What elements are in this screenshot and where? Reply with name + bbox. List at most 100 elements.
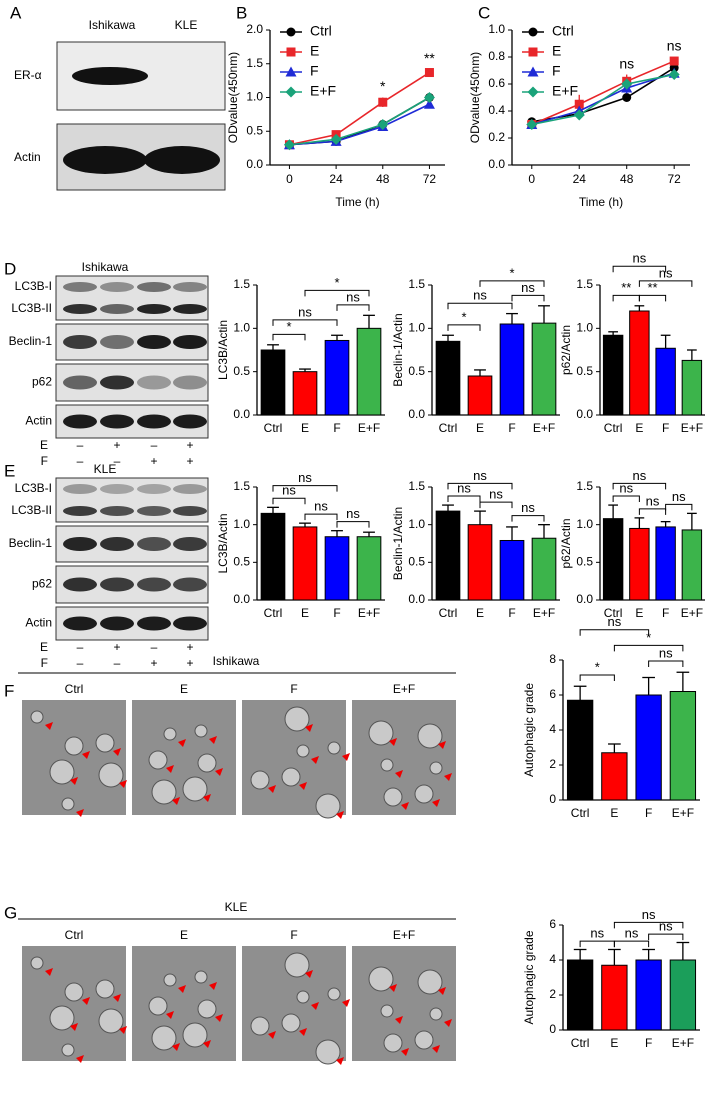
row-label: p62: [32, 375, 52, 389]
bar: [566, 959, 594, 1031]
blot-band: [63, 335, 97, 349]
arrow: [395, 1016, 403, 1024]
column-label: Ctrl: [65, 928, 84, 942]
vacuole: [61, 797, 75, 811]
y-tick-label: 0.0: [408, 592, 425, 606]
panel-letter: C: [478, 3, 490, 22]
blot-band: [100, 537, 134, 551]
treatment-sign: +: [113, 640, 120, 654]
marker: [622, 93, 632, 102]
marker: [423, 98, 435, 109]
y-tick-label: 0.8: [488, 49, 505, 63]
bar: [635, 959, 662, 1031]
row-label: Beclin-1: [9, 334, 53, 348]
significance-bracket: [272, 485, 338, 492]
significance-bracket: [612, 482, 667, 490]
x-tick-label: F: [662, 421, 669, 435]
significance-label: ns: [473, 288, 487, 303]
marker: [378, 97, 388, 107]
arrow: [438, 741, 446, 749]
treatment-sign: –: [151, 438, 158, 452]
arrow: [178, 985, 186, 993]
blot-band: [173, 414, 207, 429]
blot-band: [63, 304, 97, 314]
vacuole: [95, 979, 115, 999]
row-label: Beclin-1: [9, 536, 53, 550]
blot-band: [137, 375, 171, 390]
bar: [602, 334, 624, 416]
blot-band: [173, 375, 207, 390]
y-axis-label: ODvalue(450nm): [468, 52, 482, 143]
y-axis-label: ODvalue(450nm): [226, 52, 240, 143]
significance-bracket: [272, 319, 338, 326]
significance-label: ns: [298, 470, 312, 485]
row-label: LC3B-I: [15, 481, 52, 495]
blot-band: [137, 282, 171, 292]
x-tick-label: F: [333, 606, 340, 620]
bar: [602, 518, 624, 601]
bar: [531, 537, 557, 601]
significance-label: *: [646, 630, 651, 645]
x-tick-label: 48: [620, 172, 634, 186]
x-tick-label: Ctrl: [571, 806, 590, 820]
arrow: [70, 777, 78, 785]
x-tick-label: E: [610, 1036, 618, 1050]
x-tick-label: E+F: [358, 421, 380, 435]
y-tick-label: 1.0: [233, 321, 250, 335]
x-tick-label: Ctrl: [604, 421, 623, 435]
x-tick-label: F: [508, 606, 515, 620]
blot-band: [137, 414, 171, 429]
x-tick-label: F: [645, 1036, 652, 1050]
significance-label: ns: [282, 483, 296, 498]
marker: [527, 86, 539, 98]
treatment-sign: –: [77, 438, 84, 452]
blot-band: [63, 506, 97, 516]
x-tick-label: F: [508, 421, 515, 435]
arrow: [311, 756, 319, 764]
vacuole: [327, 741, 341, 755]
blot-band: [173, 616, 207, 631]
series-line: [289, 96, 430, 146]
vacuole: [61, 1043, 75, 1057]
legend-label: E: [310, 43, 319, 59]
y-tick-label: 4: [549, 952, 556, 966]
treatment-label: E: [40, 438, 48, 452]
blot-band: [63, 484, 97, 494]
y-tick-label: 0.5: [408, 364, 425, 378]
blot-band: [100, 484, 134, 494]
significance-label: ns: [633, 251, 647, 266]
arrow: [76, 1055, 84, 1063]
tem-image: [132, 946, 236, 1061]
bar: [292, 526, 318, 601]
x-tick-label: E: [635, 421, 643, 435]
bar: [601, 752, 628, 801]
significance-bracket: [612, 294, 640, 302]
annotation: **: [424, 50, 435, 66]
lane-label: KLE: [175, 18, 198, 32]
marker: [526, 119, 538, 130]
significance-bracket: [511, 294, 545, 302]
significance-label: ns: [521, 500, 535, 515]
marker: [574, 99, 584, 109]
y-tick-label: 1.0: [488, 22, 505, 36]
significance-bracket: [612, 265, 667, 273]
blot-band: [137, 537, 171, 551]
y-tick-label: 0.5: [408, 555, 425, 569]
arrow: [45, 968, 53, 976]
vacuole: [296, 744, 310, 758]
significance-bracket: [665, 503, 693, 511]
marker: [330, 133, 342, 145]
marker: [286, 27, 296, 37]
significance-bracket: [304, 289, 370, 297]
blot-band: [173, 282, 207, 292]
significance-label: ns: [298, 304, 312, 319]
annotation: *: [380, 78, 386, 94]
bar: [467, 375, 493, 416]
x-tick-label: E+F: [672, 806, 694, 820]
significance-bracket: [648, 933, 684, 941]
y-tick-label: 0.0: [576, 592, 593, 606]
arrow: [432, 799, 440, 807]
vacuole: [368, 966, 394, 992]
x-axis-label: Time (h): [335, 195, 379, 209]
vacuole: [64, 736, 84, 756]
